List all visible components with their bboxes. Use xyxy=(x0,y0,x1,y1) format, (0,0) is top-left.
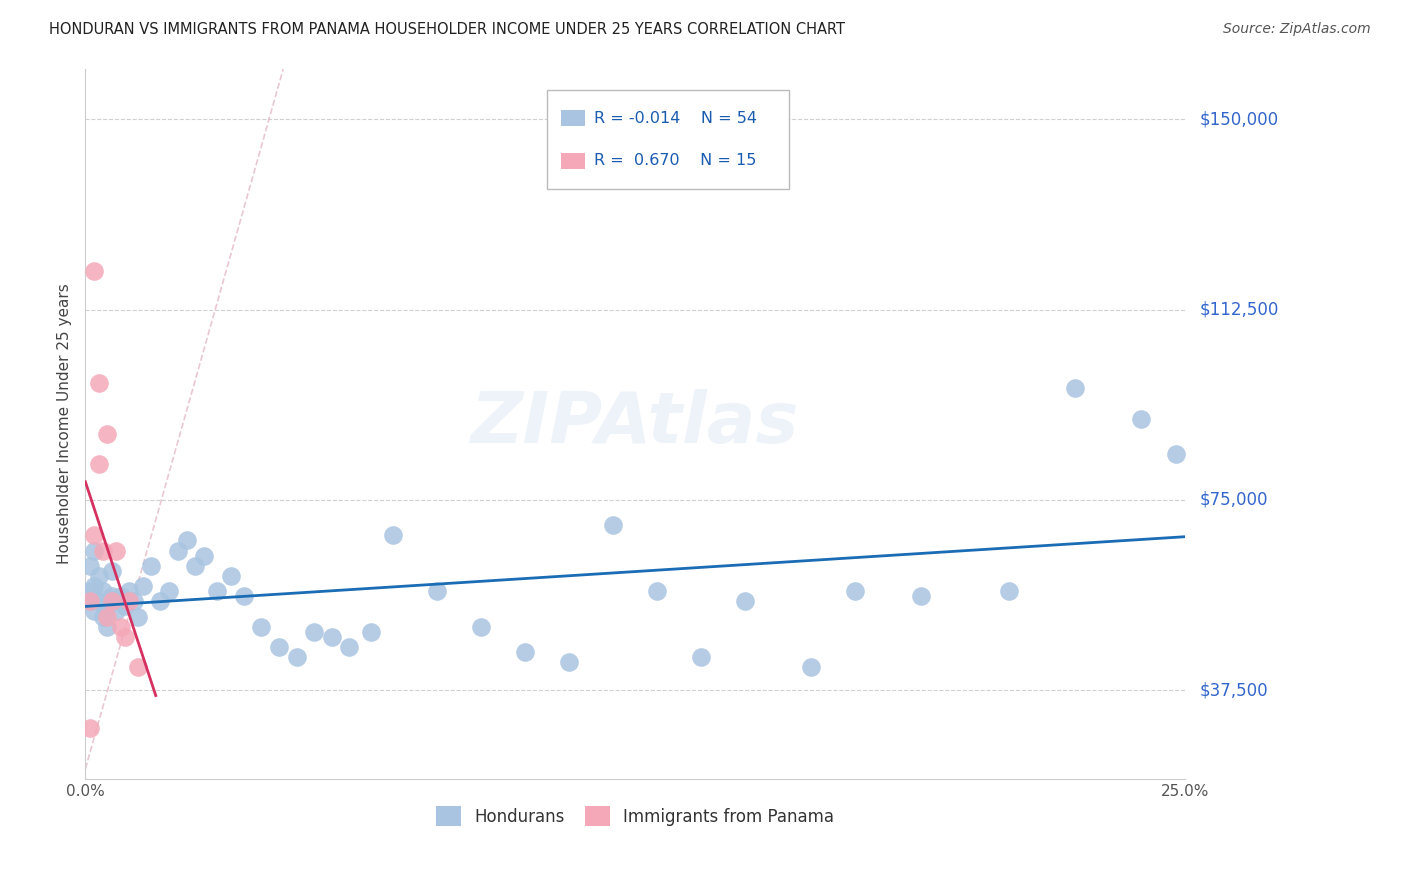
Point xyxy=(96,426,118,441)
Point xyxy=(110,589,132,603)
Point xyxy=(267,640,290,654)
Point xyxy=(141,558,163,573)
Point xyxy=(105,543,128,558)
Text: HONDURAN VS IMMIGRANTS FROM PANAMA HOUSEHOLDER INCOME UNDER 25 YEARS CORRELATION: HONDURAN VS IMMIGRANTS FROM PANAMA HOUSE… xyxy=(49,22,845,37)
Point xyxy=(100,564,122,578)
Point xyxy=(382,528,405,542)
Bar xyxy=(561,111,585,126)
Text: $75,000: $75,000 xyxy=(1199,491,1268,508)
Text: $37,500: $37,500 xyxy=(1199,681,1268,699)
Point xyxy=(250,620,273,634)
Point xyxy=(83,528,105,542)
Point xyxy=(83,579,105,593)
Point xyxy=(426,584,449,599)
Point xyxy=(87,376,110,391)
Point xyxy=(360,624,382,639)
Point xyxy=(558,655,581,669)
Point xyxy=(118,594,141,608)
Text: $150,000: $150,000 xyxy=(1199,111,1278,128)
Point xyxy=(232,589,254,603)
Point xyxy=(96,620,118,634)
Point xyxy=(79,584,101,599)
Point xyxy=(114,599,136,614)
Bar xyxy=(561,153,585,169)
Point xyxy=(1064,381,1087,395)
Point xyxy=(79,558,101,573)
Text: ZIPAtlas: ZIPAtlas xyxy=(471,389,800,458)
Point xyxy=(844,584,866,599)
Text: Source: ZipAtlas.com: Source: ZipAtlas.com xyxy=(1223,22,1371,37)
Point xyxy=(1166,447,1188,461)
Point xyxy=(470,620,492,634)
Point xyxy=(515,645,537,659)
Point xyxy=(91,543,114,558)
Point xyxy=(800,660,823,674)
Point xyxy=(122,594,145,608)
Point xyxy=(219,569,242,583)
Point xyxy=(176,533,198,548)
Point xyxy=(96,599,118,614)
Point xyxy=(193,549,215,563)
Point xyxy=(79,721,101,735)
Point xyxy=(602,518,624,533)
Point xyxy=(87,594,110,608)
Point xyxy=(998,584,1021,599)
Text: R =  0.670    N = 15: R = 0.670 N = 15 xyxy=(593,153,756,169)
Point xyxy=(734,594,756,608)
Point xyxy=(127,609,149,624)
Point xyxy=(1130,411,1153,425)
Point xyxy=(118,584,141,599)
Point xyxy=(690,650,713,665)
Point xyxy=(83,264,105,278)
Point xyxy=(114,630,136,644)
Point xyxy=(79,594,101,608)
Point xyxy=(105,605,128,619)
Point xyxy=(337,640,360,654)
Y-axis label: Householder Income Under 25 years: Householder Income Under 25 years xyxy=(58,284,72,564)
Point xyxy=(91,609,114,624)
Point xyxy=(83,605,105,619)
FancyBboxPatch shape xyxy=(547,90,789,189)
Point xyxy=(91,584,114,599)
Point xyxy=(83,543,105,558)
Legend: Hondurans, Immigrants from Panama: Hondurans, Immigrants from Panama xyxy=(427,797,842,835)
Point xyxy=(96,609,118,624)
Point xyxy=(321,630,343,644)
Text: $112,500: $112,500 xyxy=(1199,301,1278,318)
Point xyxy=(285,650,308,665)
Point xyxy=(87,458,110,472)
Point xyxy=(100,589,122,603)
Point xyxy=(100,594,122,608)
Point xyxy=(127,660,149,674)
Point xyxy=(647,584,669,599)
Point xyxy=(184,558,207,573)
Point xyxy=(110,620,132,634)
Point xyxy=(131,579,153,593)
Text: R = -0.014    N = 54: R = -0.014 N = 54 xyxy=(593,111,756,126)
Point xyxy=(207,584,229,599)
Point xyxy=(149,594,172,608)
Point xyxy=(910,589,932,603)
Point xyxy=(79,594,101,608)
Point xyxy=(157,584,180,599)
Point xyxy=(166,543,188,558)
Point xyxy=(302,624,325,639)
Point xyxy=(87,569,110,583)
